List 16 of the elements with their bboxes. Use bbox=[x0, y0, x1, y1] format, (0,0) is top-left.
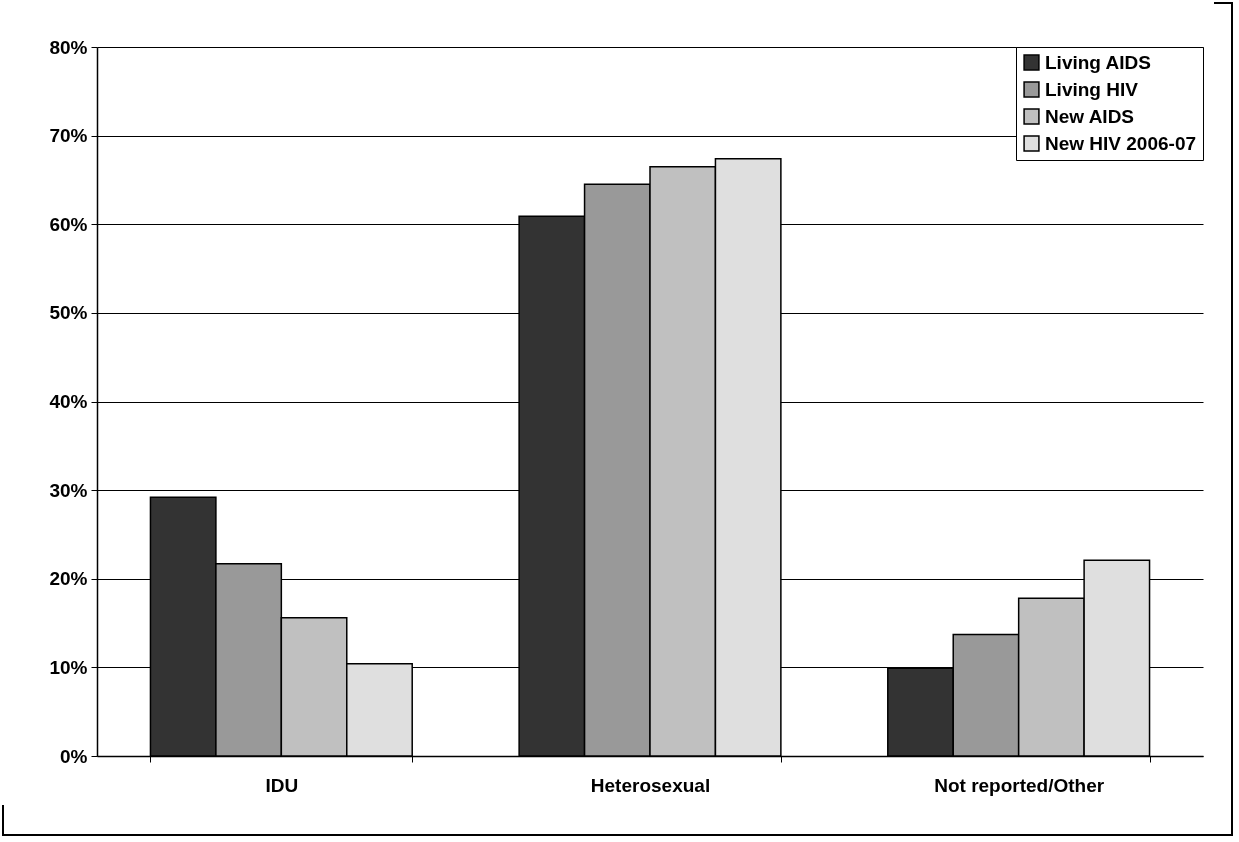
y-tick-label: 20% bbox=[49, 568, 88, 590]
y-tick-label: 40% bbox=[49, 391, 88, 412]
x-tick-label: IDU bbox=[265, 774, 299, 796]
y-tick-label: 60% bbox=[49, 213, 88, 235]
x-tick-label: Not reported/Other bbox=[934, 774, 1105, 796]
legend-label: New AIDS bbox=[1045, 105, 1135, 127]
legend-label: Living AIDS bbox=[1045, 51, 1151, 73]
y-tick-label: 70% bbox=[49, 125, 88, 147]
y-tick-label: 80% bbox=[49, 36, 88, 58]
legend-label: New HIV 2006-07 bbox=[1045, 132, 1197, 154]
y-tick-label: 50% bbox=[49, 302, 88, 324]
x-tick-label: Heterosexual bbox=[590, 774, 711, 796]
y-tick-label: 0% bbox=[60, 745, 88, 767]
legend-label: Living HIV bbox=[1045, 78, 1139, 100]
y-tick-label: 10% bbox=[49, 656, 88, 678]
y-tick-label: 30% bbox=[49, 479, 88, 501]
